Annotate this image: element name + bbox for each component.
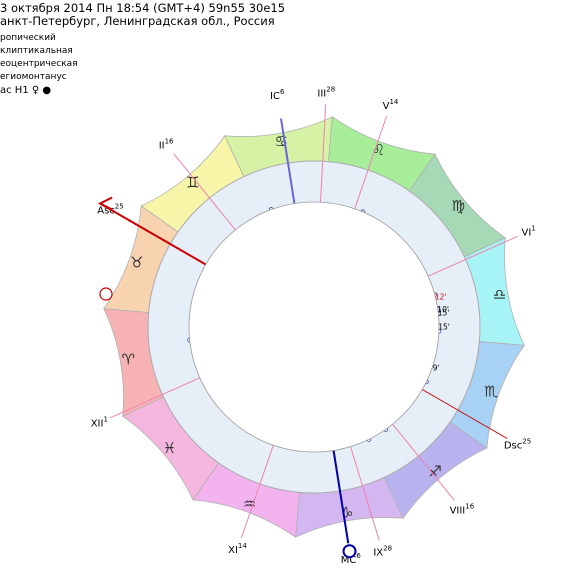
- house-cusp-line: [427, 235, 518, 277]
- legend-house-system: егиомонтанус: [0, 72, 67, 82]
- house-label-ix: IX28: [373, 545, 392, 559]
- house-label-xi: XI14: [228, 542, 247, 556]
- house-cusp-line: [173, 153, 236, 231]
- sign-glyph-pisces: ♓: [163, 439, 176, 457]
- sign-glyph-taurus: ♉: [130, 254, 143, 272]
- sign-glyph-aquarius: ♒: [243, 495, 256, 513]
- house-label-iii: III28: [317, 85, 335, 99]
- house-label-v: V14: [383, 98, 399, 112]
- chart-location: анкт-Петербург, Ленинградская обл., Росс…: [0, 14, 275, 28]
- house-cusp-line: [392, 423, 455, 501]
- mc-circle-icon: [342, 544, 357, 559]
- sign-glyph-libra: ♎: [493, 285, 506, 303]
- house-label-ic: IC6: [270, 88, 285, 102]
- asc-axis-line: [99, 202, 207, 266]
- chart-center: [188, 201, 440, 453]
- house-label-asc: Asc25: [97, 203, 123, 217]
- dsc-axis-line: [422, 389, 508, 439]
- sign-glyph-virgo: ♍: [452, 197, 465, 215]
- house-label-viii: VIII16: [450, 503, 475, 517]
- house-cusp-line: [240, 445, 274, 539]
- chart-datetime: 3 октября 2014 Пн 18:54 (GMT+4) 59n55 30…: [0, 1, 286, 15]
- house-label-vi: VI1: [522, 224, 536, 238]
- asc-arrow-icon: [97, 196, 113, 211]
- house-label-mc: MC6: [341, 552, 362, 566]
- house-cusp-line: [110, 377, 201, 419]
- house-label-ii: II16: [159, 137, 174, 151]
- legend-coordinates: клиптикальная: [0, 46, 73, 56]
- angle-axes: [97, 118, 508, 559]
- sign-glyph-sagittarius: ♐: [428, 462, 441, 480]
- house-label-dsc: Dsc25: [504, 438, 531, 452]
- legend-center: еоцентрическая: [0, 59, 78, 69]
- ic-axis-line: [280, 118, 296, 204]
- house-label-xii: XII1: [91, 416, 108, 430]
- sign-glyph-aries: ♈: [122, 351, 135, 369]
- house-cusp-line: [320, 104, 327, 203]
- house-cusp-line: [350, 446, 380, 541]
- sign-glyph-scorpio: ♏: [484, 382, 498, 400]
- house-cusp-line: [354, 115, 388, 209]
- house-cusps: Asc25 II16 III28 IC6 V14 VI1 Dsc25 VIII16 IX28 MC…: [91, 85, 536, 566]
- sign-glyph-leo: ♌: [372, 141, 385, 159]
- mc-axis-line: [332, 450, 350, 544]
- sign-glyph-gemini: ♊: [186, 174, 199, 192]
- sun-sign-marker-icon: [99, 287, 113, 301]
- legend-options: ас Н1 ♀ ●: [0, 85, 52, 96]
- legend-zodiac-type: ропический: [0, 33, 56, 43]
